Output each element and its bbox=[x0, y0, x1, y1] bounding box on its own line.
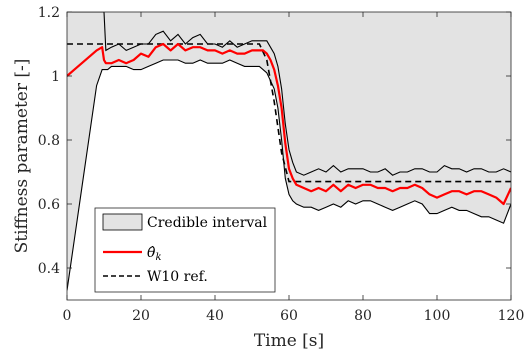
y-tick-label: 0.8 bbox=[38, 133, 60, 149]
y-tick-label: 0.4 bbox=[38, 261, 60, 277]
x-axis-title: Time [s] bbox=[254, 331, 324, 351]
legend-label-reference: W10 ref. bbox=[147, 269, 208, 285]
x-tick-label: 40 bbox=[206, 308, 224, 324]
legend-label-band: Credible interval bbox=[147, 215, 268, 231]
legend-label-estimate-main: θ̂ bbox=[147, 245, 156, 261]
y-axis-title: Stiffness parameter [-] bbox=[12, 59, 32, 254]
x-tick-label: 120 bbox=[498, 308, 525, 324]
credible-interval-upper-edge bbox=[67, 12, 511, 176]
y-tick-labels: 0.4 0.6 0.8 1 1.2 bbox=[38, 5, 60, 277]
y-tick-label: 1 bbox=[51, 69, 60, 85]
x-tick-label: 60 bbox=[280, 308, 298, 324]
legend-label-estimate: θ̂k bbox=[147, 245, 162, 263]
tick-layer bbox=[66, 11, 512, 300]
series-layer bbox=[67, 12, 511, 291]
w10-reference-line bbox=[67, 43, 511, 183]
x-tick-label: 100 bbox=[424, 308, 451, 324]
legend-label-estimate-subscript: k bbox=[155, 252, 161, 263]
theta-estimate-line bbox=[67, 42, 511, 206]
x-tick-labels: 0 20 40 60 80 100 120 bbox=[63, 308, 525, 324]
legend-swatch-band bbox=[102, 213, 143, 231]
x-tick-label: 0 bbox=[63, 308, 72, 324]
y-tick-label: 0.6 bbox=[38, 197, 60, 213]
x-tick-label: 80 bbox=[354, 308, 372, 324]
y-tick-label: 1.2 bbox=[38, 5, 60, 21]
legend: Credible interval θ̂k W10 ref. bbox=[94, 207, 276, 293]
x-tick-label: 20 bbox=[132, 308, 150, 324]
